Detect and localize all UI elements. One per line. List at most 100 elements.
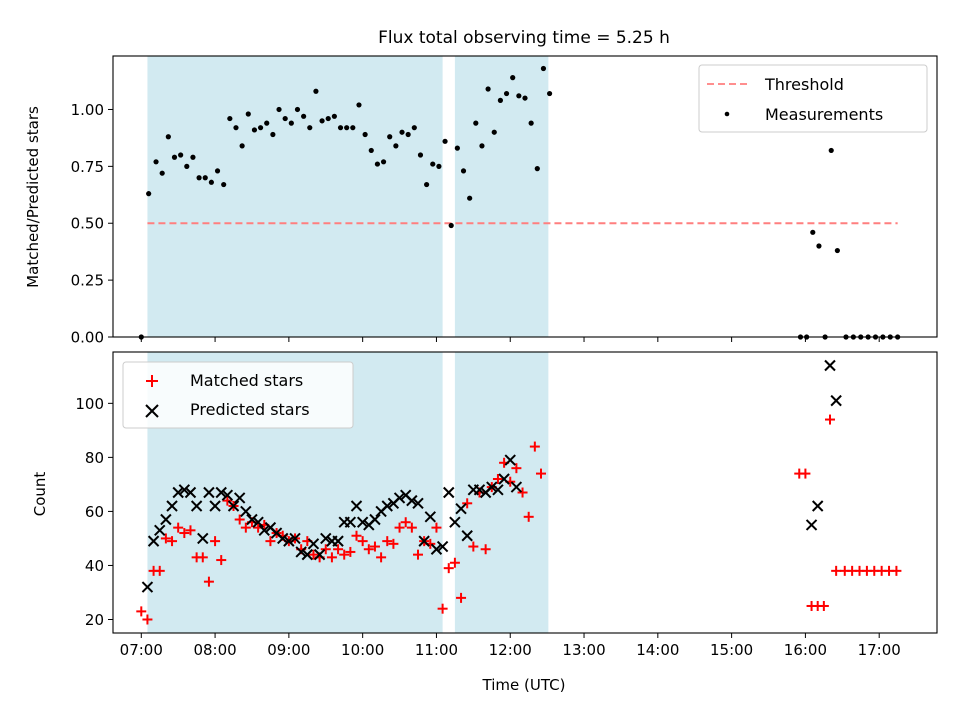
top-observing-span [147, 56, 443, 337]
matched-star-point [825, 414, 836, 425]
matched-star-point [339, 549, 350, 560]
measurement-point [810, 229, 816, 235]
matched-star-point [136, 606, 147, 617]
bottom-legend-box [122, 361, 354, 429]
measurement-point [276, 106, 282, 113]
measurement-point [473, 120, 479, 126]
matched-star-point [222, 495, 233, 506]
predicted-star-point [283, 535, 295, 547]
matched-star-point [400, 517, 411, 528]
measurement-point [331, 113, 337, 119]
predicted-star-point [166, 500, 178, 512]
measurement-point [257, 125, 264, 131]
measurement-point [516, 93, 522, 99]
matched-star-point [308, 549, 319, 560]
predicted-star-point [811, 500, 824, 512]
measurement-point [816, 243, 822, 249]
matched-star-point [265, 536, 276, 547]
x-tick-label: 17:00 [858, 641, 901, 659]
measurement-point [546, 90, 553, 97]
measurement-point [497, 97, 504, 103]
predicted-star-point [332, 535, 344, 547]
measurement-point [153, 159, 159, 165]
predicted-star-point [154, 524, 166, 537]
measurement-point [491, 129, 497, 135]
predicted-star-point [344, 516, 357, 528]
x-tick-label: 08:00 [193, 641, 236, 659]
predicted-legend-swatch [145, 404, 159, 418]
measurement-point [522, 95, 528, 101]
measurement-point [479, 143, 485, 149]
predicted-star-point [461, 530, 473, 542]
measurement-point [282, 115, 288, 122]
bottom-y-tick-label: 80 [85, 449, 104, 467]
measurement-point [337, 125, 344, 131]
predicted-star-point [252, 516, 264, 528]
measurement-point [454, 145, 460, 151]
matched-star-point [517, 487, 528, 498]
chart-title: Flux total observing time = 5.25 h [378, 28, 670, 48]
predicted-star-point [147, 535, 160, 547]
measurement-point [387, 134, 393, 140]
measurement-point [834, 247, 840, 254]
matched-star-point [167, 536, 178, 547]
top-y-axis-label: Matched/Predicted stars [24, 106, 42, 288]
measurement-point [251, 127, 258, 133]
x-axis-label: Time (UTC) [482, 676, 566, 694]
matched-star-point [529, 441, 540, 452]
measurement-point [344, 125, 350, 131]
matched-star-point [818, 600, 829, 611]
predicted-star-point [406, 494, 418, 507]
predicted-star-point [486, 481, 498, 493]
matched-star-point [179, 528, 190, 539]
predicted-star-point [227, 500, 240, 512]
predicted-star-point [412, 497, 424, 510]
measurement-point [510, 75, 516, 81]
predicted-star-point [369, 513, 381, 526]
measurement-point [214, 168, 221, 174]
matched-star-point [800, 468, 811, 479]
predicted-star-point [307, 538, 320, 550]
x-tick-label: 07:00 [120, 641, 163, 659]
measurement-point [178, 152, 184, 158]
measurement-point [362, 131, 368, 138]
matched-star-point [173, 522, 184, 533]
measurement-point [399, 129, 405, 135]
predicted-star-point [289, 532, 301, 545]
x-tick-label: 09:00 [267, 641, 310, 659]
top-panel: 0.00 0.25 0.50 0.75 1.00 Matched/Predicted s… [24, 55, 938, 347]
measurement-point [245, 111, 251, 117]
measurement-point [313, 88, 319, 94]
measurement-point [202, 175, 208, 181]
top-axes-frame [112, 55, 938, 338]
measurement-point [325, 115, 331, 122]
measurement-point [368, 147, 374, 154]
bottom-axes-frame [112, 351, 938, 634]
measurement-point [146, 191, 152, 197]
matched-star-point [234, 514, 245, 525]
predicted-star-point [209, 500, 221, 512]
x-tick-label: 10:00 [341, 641, 384, 659]
bottom-legend: Matched stars Predicted stars [122, 361, 354, 429]
matched-star-point [376, 552, 387, 563]
predicted-star-point [455, 503, 467, 515]
measurement-point [196, 175, 202, 181]
matched-star-point [468, 541, 479, 552]
top-y-axis-ticks: 0.00 0.25 0.50 0.75 1.00 [71, 101, 113, 347]
matched-star-point [388, 538, 399, 549]
threshold-legend-label: Threshold [764, 75, 844, 94]
predicted-star-point [246, 513, 258, 526]
matched-legend-label: Matched stars [190, 371, 303, 390]
x-tick-label: 13:00 [562, 641, 605, 659]
measurement-point [227, 115, 233, 122]
matched-star-point [831, 565, 842, 576]
measurement-point [374, 161, 381, 167]
predicted-star-point [313, 548, 326, 561]
top-y-tick-label: 0.50 [71, 215, 104, 233]
predicted-star-point [277, 532, 289, 545]
top-y-tick-label: 0.25 [71, 272, 104, 290]
matched-star-point [345, 546, 356, 557]
measurements-legend-swatch [724, 111, 730, 117]
matched-star-point [369, 541, 380, 552]
measurement-point [467, 195, 473, 201]
